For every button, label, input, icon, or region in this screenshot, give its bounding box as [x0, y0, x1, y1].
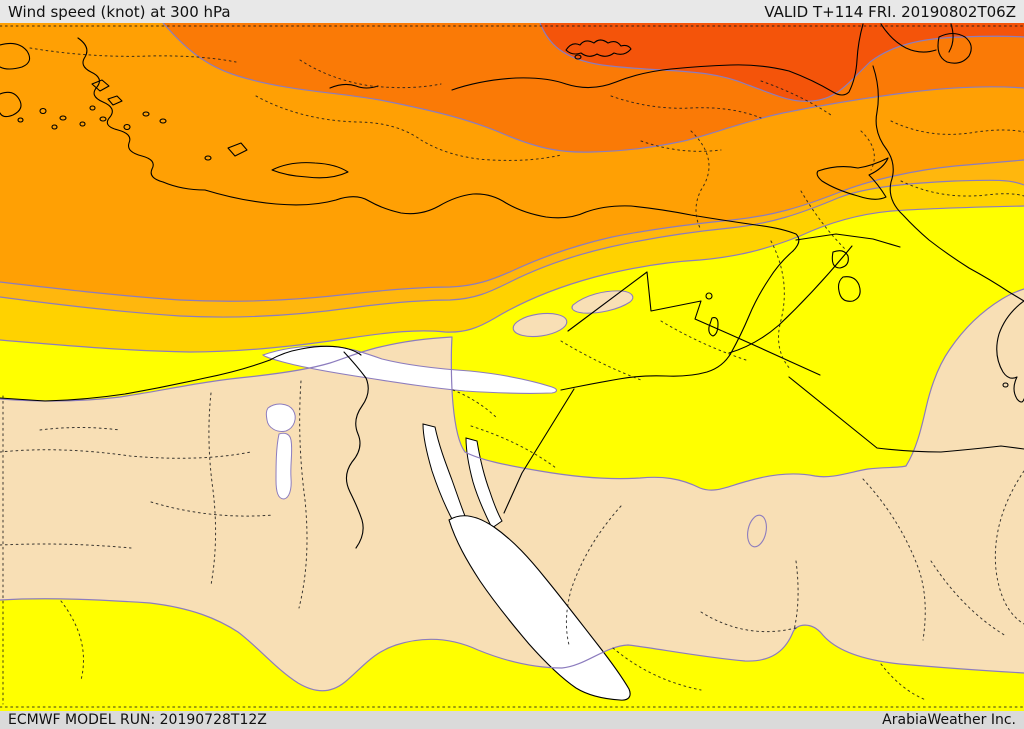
footer-bar: ECMWF MODEL RUN: 20190728T12Z ArabiaWeat… — [0, 711, 1024, 729]
egypt-admin — [0, 380, 308, 681]
wind-band-red — [540, 23, 1024, 102]
header-bar: Wind speed (knot) at 300 hPa VALID T+114… — [0, 0, 1024, 23]
black-sea-coast — [451, 23, 864, 96]
wind-band-yellow-south — [0, 598, 1024, 711]
turkish-lakes — [565, 39, 632, 60]
crete-island — [271, 162, 349, 179]
wind-band-tan-main — [0, 289, 1024, 711]
iraq-admin — [770, 190, 847, 371]
branding-label: ArabiaWeather Inc. — [882, 712, 1016, 728]
iraq-lakes — [831, 250, 861, 302]
rhodes-island — [204, 142, 248, 161]
saudi-admin — [470, 425, 1024, 701]
syria-iraq-border — [728, 245, 853, 354]
gulf-of-aqaba-white — [465, 437, 503, 529]
nile-river — [343, 351, 369, 549]
red-sea-calm-region — [448, 515, 631, 701]
nile-delta-calm-region — [261, 345, 558, 394]
model-run-label: ECMWF MODEL RUN: 20190728T12Z — [8, 712, 267, 728]
levant-coast — [560, 250, 794, 391]
anatolia-admin-3 — [610, 95, 762, 152]
greece-coast — [0, 42, 31, 118]
caucasus-borders — [880, 23, 954, 53]
aegean-islands — [17, 79, 167, 130]
marmara-coast — [329, 83, 379, 89]
nile-valley-calm-strip — [275, 432, 293, 500]
saudi-iraq-border — [788, 376, 1024, 453]
anatolia-admin-4 — [760, 80, 875, 171]
contour-darkorange-boundary — [162, 23, 1024, 153]
anatolia-admin-1 — [255, 95, 562, 161]
contour-tan-boundary — [0, 288, 1024, 491]
jordan-calm-blob — [512, 312, 568, 338]
valid-time-label: VALID T+114 FRI. 20190802T06Z — [764, 2, 1016, 21]
coastlines-and-borders — [0, 23, 1024, 549]
egypt-israel-border — [503, 388, 575, 514]
jordan-borders — [567, 271, 821, 376]
turkey-south-coast — [162, 181, 800, 252]
map-title: Wind speed (knot) at 300 hPa — [8, 2, 231, 21]
turkey-iran-iraq-border — [872, 65, 1024, 302]
lake-urmia — [937, 32, 972, 64]
anatolia-admin-2 — [299, 59, 442, 89]
iran-admin — [890, 120, 1024, 197]
calm-white-regions — [261, 345, 631, 701]
contour-red-boundary — [539, 23, 1024, 102]
cyprus-island — [816, 157, 889, 200]
persian-gulf-coast — [996, 300, 1024, 403]
wind-speed-map-canvas — [0, 23, 1024, 711]
turkey-west-coast — [77, 37, 164, 183]
contour-yellow-boundary — [0, 205, 1024, 353]
admin-boundaries-dotted — [0, 25, 1024, 708]
contour-south-yellow-boundary — [0, 598, 1024, 692]
egypt-north-coast — [0, 359, 271, 402]
tan-calm-blobs — [512, 290, 767, 548]
balkan-admin — [29, 47, 237, 63]
nile-valley-calm-spot — [265, 403, 296, 432]
contour-amber-boundary — [0, 159, 1024, 302]
saudi-calm-blob — [747, 514, 767, 548]
contour-lines — [0, 23, 1024, 692]
syria-admin — [690, 130, 710, 231]
jordan-calm-blob-east — [571, 290, 634, 314]
turkey-syria-border — [795, 233, 901, 248]
contour-gold-boundary — [0, 179, 1024, 318]
dead-sea-galilee-lakes — [705, 292, 719, 337]
nile-delta-coast — [269, 345, 362, 361]
